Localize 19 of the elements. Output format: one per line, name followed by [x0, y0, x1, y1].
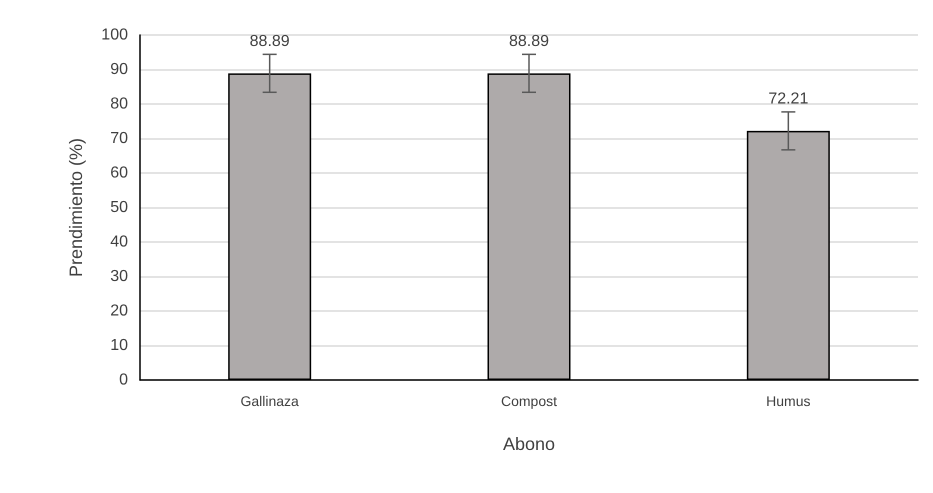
data-label: 72.21 [768, 90, 808, 108]
y-axis-title: Prendimiento (%) [66, 138, 86, 278]
y-tick-label: 50 [110, 199, 128, 216]
y-tick-label: 100 [101, 26, 128, 44]
y-tick-label: 0 [119, 372, 128, 388]
y-tick-label: 10 [110, 337, 128, 354]
y-tick-label: 90 [110, 61, 128, 78]
y-tick-label: 80 [110, 96, 128, 112]
x-axis-title: Abono [502, 434, 556, 454]
data-label: 88.89 [250, 32, 290, 50]
y-tick-label: 20 [110, 302, 128, 320]
y-tick-label: 40 [110, 234, 128, 250]
x-tick-label: Gallinaza [240, 393, 300, 409]
data-label: 88.89 [508, 32, 550, 50]
x-tick-label: Humus [766, 393, 811, 409]
y-tick-label: 70 [110, 130, 128, 147]
y-tick-label: 30 [110, 268, 128, 285]
y-tick-label: 60 [110, 164, 128, 182]
x-tick-label: Compost [500, 393, 558, 409]
